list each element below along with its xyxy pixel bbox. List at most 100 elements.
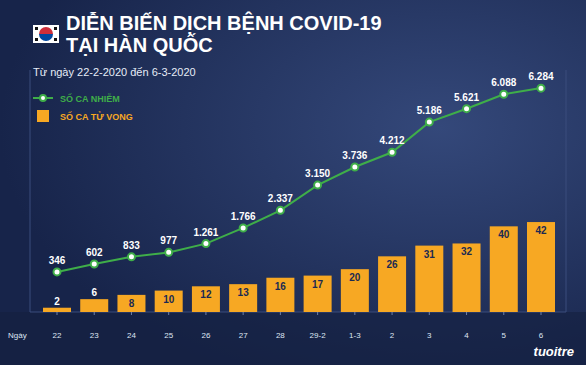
line-point: [426, 119, 433, 126]
x-tick: [57, 312, 58, 315]
bar: [490, 226, 518, 312]
bar-label: 8: [129, 298, 135, 309]
x-tick: [392, 312, 393, 315]
x-tick-label: 23: [90, 331, 99, 340]
bar-label: 40: [498, 229, 510, 240]
x-tick: [205, 312, 206, 315]
bar: [378, 256, 406, 312]
legend-swatch: [37, 110, 49, 122]
bar-label: 16: [275, 281, 287, 292]
bar-label: 32: [461, 246, 473, 257]
line-point: [91, 260, 98, 267]
bar: [192, 286, 220, 312]
line-point: [351, 163, 358, 170]
bar: [453, 243, 481, 312]
bar: [304, 276, 332, 312]
line-label: 3.736: [342, 150, 367, 161]
line-point: [165, 249, 172, 256]
bar: [527, 222, 555, 312]
line-label: 6.088: [491, 77, 516, 88]
bar-label: 26: [387, 259, 399, 270]
x-tick-label: 27: [239, 331, 248, 340]
line-label: 833: [123, 240, 140, 251]
background: [0, 0, 586, 365]
line-point: [240, 224, 247, 231]
bar: [229, 284, 257, 312]
x-tick-label: 1-3: [349, 331, 361, 340]
line-point: [128, 253, 135, 260]
y2-axis-line: [566, 70, 567, 312]
x-tick-label: 6: [539, 331, 544, 340]
line-point: [463, 105, 470, 112]
x-tick: [354, 312, 355, 315]
line: [57, 88, 541, 272]
bar: [341, 269, 369, 312]
line-point: [202, 240, 209, 247]
x-tick-label: 4: [464, 331, 469, 340]
legend: SỐ CA NHIỄM SỐ CA TỬ VONG: [33, 93, 133, 122]
bar-label: 42: [535, 225, 547, 236]
x-tick-label: 2: [390, 331, 395, 340]
bar: [117, 295, 145, 312]
bar-label: 12: [200, 289, 212, 300]
chart: DIỄN BIẾN DỊCH BỆNH COVID-19TẠI HÀN QUỐC…: [0, 0, 586, 365]
legend-label: SỐ CA NHIỄM: [60, 93, 120, 104]
flag-icon: [33, 25, 59, 43]
x-tick: [280, 312, 281, 315]
x-tick: [243, 312, 244, 315]
line-label: 1.766: [231, 211, 256, 222]
line-label: 2.337: [268, 193, 293, 204]
x-tick: [466, 312, 467, 315]
line-label: 5.186: [417, 105, 442, 116]
bar: [415, 246, 443, 312]
x-axis-label: Ngày: [8, 331, 27, 340]
line-point: [389, 149, 396, 156]
line-label: 602: [86, 247, 103, 258]
x-tick: [94, 312, 95, 315]
data-labels: 26810121316172026313240423466028339771.2…: [49, 71, 554, 309]
x-tick-label: 28: [276, 331, 285, 340]
bar: [43, 308, 71, 312]
logo: tuoitre: [534, 344, 574, 359]
legend-label: SỐ CA TỬ VONG: [60, 111, 133, 122]
subtitle: Từ ngày 22-2-2020 đến 6-3-2020: [33, 66, 196, 78]
bar-label: 2: [54, 296, 60, 307]
x-tick-label: 3: [427, 331, 432, 340]
x-tick: [429, 312, 430, 315]
bar-label: 10: [163, 294, 175, 305]
line-point: [538, 85, 545, 92]
x-tick-label: 24: [127, 331, 136, 340]
bar-label: 13: [238, 287, 250, 298]
bar-label: 20: [349, 272, 361, 283]
line-label: 3.150: [305, 168, 330, 179]
plot-area: [43, 85, 555, 312]
bar: [80, 299, 108, 312]
x-tick: [317, 312, 318, 315]
bar-label: 6: [91, 287, 97, 298]
x-tick-label: 25: [164, 331, 173, 340]
line-point: [314, 182, 321, 189]
line-point: [54, 268, 61, 275]
line-label: 346: [49, 255, 66, 266]
title: DIỄN BIẾN DỊCH BỆNH COVID-19TẠI HÀN QUỐC: [66, 11, 382, 56]
x-tick-label: 29-2: [310, 331, 327, 340]
line-label: 5.621: [454, 92, 479, 103]
line-label: 977: [160, 235, 177, 246]
line-point: [500, 91, 507, 98]
x-tick-label: 22: [53, 331, 62, 340]
line-label: 4.212: [380, 135, 405, 146]
axis-band: [0, 312, 586, 365]
x-tick: [131, 312, 132, 315]
x-axis-line: [30, 312, 566, 313]
x-tick: [541, 312, 542, 315]
x-tick: [503, 312, 504, 315]
y-axis-line: [30, 70, 31, 312]
line-label: 1.261: [193, 227, 218, 238]
bar-label: 17: [312, 279, 324, 290]
x-tick-label: 5: [502, 331, 507, 340]
bar-label: 31: [424, 249, 436, 260]
line-point: [277, 207, 284, 214]
line-label: 6.284: [528, 71, 553, 82]
x-tick-label: 26: [201, 331, 210, 340]
legend-swatch: [40, 95, 46, 101]
